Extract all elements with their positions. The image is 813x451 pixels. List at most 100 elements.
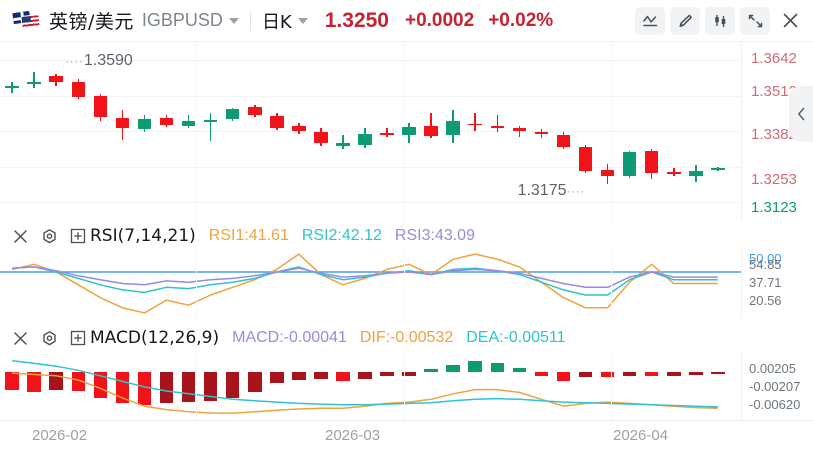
rsi-close-icon[interactable]: [12, 228, 29, 245]
period-chevron-down-icon[interactable]: [297, 17, 308, 24]
high-price-marker: ····1.3590: [65, 52, 133, 70]
macd-lines: [0, 351, 741, 420]
rsi-chart[interactable]: [0, 249, 741, 318]
candlestick: [380, 42, 394, 220]
candlestick: [93, 42, 108, 220]
candlestick: [5, 42, 19, 220]
low-price-marker: 1.3175····: [517, 181, 586, 199]
macd-histogram-bar: [269, 371, 284, 383]
header-toolbar: [630, 6, 805, 35]
macd-histogram-bar: [556, 371, 571, 382]
symbol-chevron-down-icon[interactable]: [228, 17, 239, 24]
price-axis-label: 1.3253: [751, 171, 797, 188]
macd-histogram-bar: [402, 371, 416, 376]
candle-wick: [672, 167, 675, 176]
candlestick: [159, 42, 174, 220]
candlestick: [644, 42, 659, 220]
macd-histogram-bar: [71, 371, 86, 391]
candle-body: [71, 81, 86, 98]
price-axis-label: 1.3642: [751, 50, 797, 67]
candle-body: [247, 107, 262, 116]
gbp-usd-flags-icon: [11, 9, 42, 32]
rsi-gridline-vertical: [404, 249, 405, 318]
rsi-lines: [0, 253, 741, 314]
price-change: +0.0002: [404, 9, 475, 31]
candlestick: [512, 42, 527, 220]
candle-body: [512, 128, 527, 132]
macd-axis: 0.00205 -0.00207 -0.00620: [741, 351, 813, 420]
macd-histogram-bar: [292, 371, 306, 380]
candlestick-chart[interactable]: ····1.3590 1.3175····: [0, 42, 741, 220]
macd-name: MACD(12,26,9): [90, 328, 220, 348]
macd-axis-label: -0.00620: [749, 397, 801, 412]
candle-body: [203, 120, 218, 122]
chevron-left-icon[interactable]: [789, 86, 813, 142]
candle-wick: [430, 113, 432, 138]
rsi2-value: RSI2:42.12: [301, 227, 382, 244]
macd-value: MACD:-0.00041: [232, 329, 347, 346]
candlestick: [578, 42, 593, 220]
rsi-settings-icon[interactable]: [41, 228, 58, 245]
macd-histogram-bar: [247, 371, 262, 393]
candle-body: [534, 131, 549, 135]
rsi-header: RSI(7,14,21) RSI1:41.61 RSI2:42.12 RSI3:…: [0, 223, 475, 249]
price-axis: 1.3642 1.3512 1.3382 1.3253 1.3123: [741, 42, 813, 220]
price-axis-last-label: 1.3123: [751, 199, 797, 216]
time-axis-label: 2026-04: [613, 427, 669, 444]
price-gridline-vertical: [196, 42, 197, 220]
macd-gridline-vertical: [196, 351, 197, 420]
macd-chart[interactable]: [0, 351, 741, 420]
candlestick: [247, 42, 262, 220]
macd-close-icon[interactable]: [12, 330, 29, 347]
candle-body: [380, 133, 394, 135]
candlestick: [534, 42, 549, 220]
macd-header: MACD(12,26,9) MACD:-0.00041 DIF:-0.00532…: [0, 325, 566, 351]
candle-body: [622, 152, 637, 177]
period-label[interactable]: 日K: [261, 11, 292, 33]
candle-body: [159, 118, 174, 125]
candle-body: [314, 131, 328, 144]
candle-wick: [518, 126, 521, 138]
candlestick: [292, 42, 306, 220]
candle-body: [556, 135, 571, 147]
candle-wick: [11, 82, 13, 94]
macd-histogram-bar: [93, 371, 108, 398]
candlestick: [600, 42, 615, 220]
indicator-icon[interactable]: [635, 6, 665, 35]
candle-body: [402, 126, 416, 135]
draw-icon[interactable]: [670, 6, 700, 35]
candle-body: [49, 75, 64, 83]
candle-body: [225, 109, 240, 120]
candlestick: [27, 42, 41, 220]
rsi-axis-ref-label: 50.00: [749, 251, 782, 266]
macd-expand-icon[interactable]: [70, 330, 86, 346]
shrink-icon[interactable]: [740, 6, 770, 35]
candlestick: [203, 42, 218, 220]
candle-body: [358, 133, 372, 145]
macd-histogram-bar: [358, 371, 372, 379]
close-icon[interactable]: [775, 7, 805, 35]
dea-value: DEA:-0.00511: [466, 329, 566, 346]
macd-histogram-bar: [711, 371, 725, 375]
price-gridline: [0, 95, 741, 97]
price-change-percent: +0.02%: [488, 9, 554, 31]
candlestick-icon[interactable]: [705, 6, 735, 35]
candle-wick: [33, 71, 35, 88]
macd-axis-label: -0.00207: [749, 379, 801, 394]
macd-histogram-bar: [336, 371, 350, 382]
candle-body: [644, 151, 659, 174]
rsi-expand-icon[interactable]: [70, 228, 86, 244]
candle-body: [269, 115, 284, 128]
candle-body: [336, 142, 350, 146]
macd-histogram-bar: [622, 371, 637, 377]
macd-histogram-bar: [666, 371, 681, 376]
rsi-gridline-vertical: [196, 249, 197, 318]
macd-histogram-bar: [424, 368, 438, 372]
candlestick: [424, 42, 438, 220]
candlestick: [71, 42, 86, 220]
macd-settings-icon[interactable]: [41, 330, 58, 347]
candle-body: [446, 121, 461, 135]
macd-histogram-bar: [446, 364, 461, 372]
macd-histogram-bar: [600, 371, 615, 378]
